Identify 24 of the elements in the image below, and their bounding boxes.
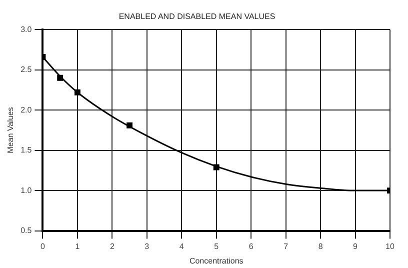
- x-tick-label: 3: [144, 242, 150, 251]
- x-tick-label: 5: [214, 242, 220, 251]
- x-axis-title: Concentrations: [189, 256, 244, 266]
- y-tick-label: 2.0: [20, 105, 32, 114]
- y-tick-label: 1.0: [20, 186, 32, 195]
- x-tick-label: 1: [75, 242, 80, 251]
- x-tick-label: 0: [40, 242, 46, 251]
- chart-title: ENABLED AND DISABLED MEAN VALUES: [118, 12, 276, 22]
- x-tick-label: 2: [110, 242, 115, 251]
- y-tick-label: 2.5: [20, 65, 32, 74]
- y-tick-label: 0.5: [20, 226, 32, 236]
- point: [57, 74, 64, 81]
- y-axis-title: Mean Values: [6, 107, 16, 154]
- x-tick-label: 4: [179, 242, 184, 251]
- x-tick-label: 8: [318, 242, 324, 251]
- x-tick-label: 10: [386, 242, 395, 251]
- point: [74, 89, 80, 96]
- y-tick-label: 1.5: [20, 146, 32, 155]
- point: [213, 164, 220, 170]
- y-tick-label: 3.0: [20, 24, 32, 34]
- x-tick-label: 9: [353, 242, 358, 251]
- point: [126, 122, 133, 128]
- x-tick-label: 6: [248, 242, 254, 251]
- x-tick-label: 7: [284, 242, 289, 251]
